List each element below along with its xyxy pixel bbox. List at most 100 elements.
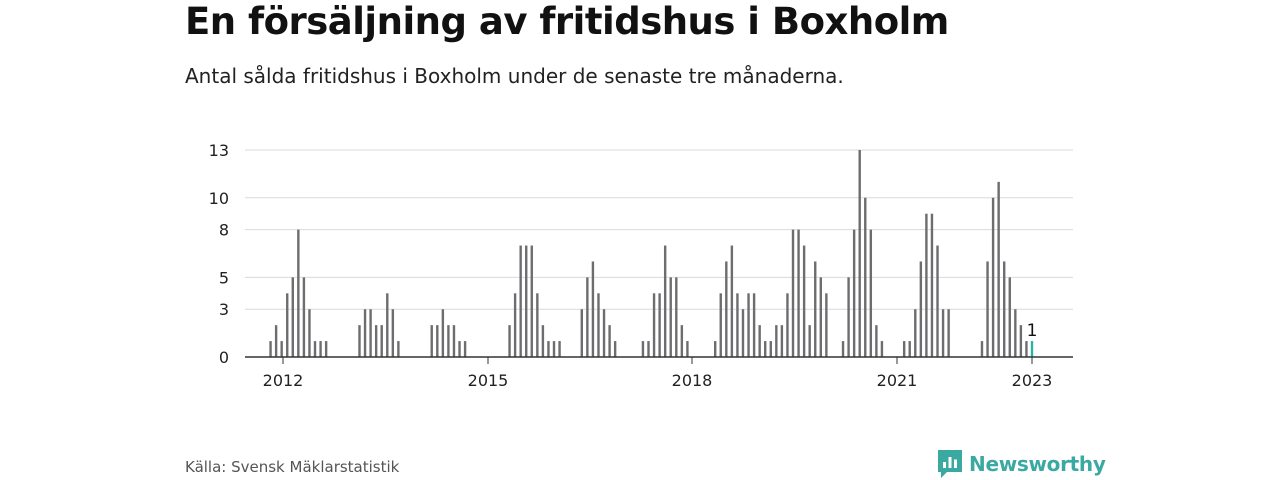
logo-text: Newsworthy [969,452,1106,476]
bar [680,325,684,357]
bar [530,245,533,357]
bar [725,261,728,357]
bar [825,293,828,357]
bar [552,341,556,357]
y-tick-label: 10 [209,189,229,208]
bar [519,245,522,357]
x-tick-label: 2021 [877,371,918,390]
y-tick-label: 13 [209,141,229,160]
bar [941,309,945,357]
bar [302,277,306,357]
bar [647,341,650,357]
x-tick-label: 2023 [1012,371,1053,390]
bar [714,341,717,357]
bar [452,325,456,357]
bar [808,325,811,357]
bar [908,341,911,357]
bar [313,341,317,357]
bar [930,213,934,357]
bar [447,325,450,357]
bar [380,325,383,357]
bar [986,261,989,357]
x-tick-label: 2018 [672,371,713,390]
highlight-value-label: 1 [1027,321,1038,341]
bar [269,341,272,357]
bar [369,309,372,357]
bar [914,309,917,357]
bar [1019,325,1023,357]
bar [741,309,745,357]
bar [363,309,367,357]
bar [719,293,722,357]
bar [536,293,539,357]
bar [852,229,856,357]
x-tick-label: 2015 [468,371,509,390]
bar [386,293,389,357]
bar [797,229,800,357]
bar [586,277,589,357]
y-tick-label: 5 [219,268,229,287]
bar [541,325,545,357]
bar [752,293,756,357]
gridlines [245,149,1073,310]
x-tick-label: 2012 [263,371,304,390]
bar [925,213,928,357]
bar [747,293,750,357]
bar [663,245,667,357]
y-tick-label: 0 [219,348,229,367]
bar [463,341,467,357]
bar [902,341,906,357]
source-note: Källa: Svensk Mäklarstatistik [185,458,400,476]
bar [374,325,378,357]
bar [324,341,328,357]
bar [1014,309,1017,357]
bar [686,341,689,357]
bar [780,325,784,357]
bar [847,277,850,357]
bar [764,341,767,357]
bar [397,341,400,357]
bar [597,293,600,357]
bar [513,293,517,357]
bar [508,325,511,357]
bar [641,341,645,357]
bar [736,293,739,357]
newsworthy-logo[interactable]: Newsworthy [937,449,1106,479]
bar [936,245,939,357]
bar [858,150,861,357]
bar [980,341,984,357]
bar [864,197,867,357]
bar [613,341,617,357]
bar [880,341,884,357]
chart-subtitle: Antal sålda fritidshus i Boxholm under d… [185,64,844,88]
bar [802,245,806,357]
bar [458,341,461,357]
bar [430,325,433,357]
bar [775,325,778,357]
bar [730,245,734,357]
chart-title: En försäljning av fritidshus i Boxholm [185,0,949,43]
bar [814,261,817,357]
bar [1003,261,1006,357]
bar [947,309,950,357]
bar [291,277,294,357]
bar [602,309,606,357]
bar [358,325,361,357]
bar [991,197,995,357]
bar [791,229,795,357]
bar [819,277,822,357]
bar [319,341,322,357]
bar [669,277,672,357]
labels: 0 3 5 8 10 13 1 2012 2015 2018 2021 2023 [209,141,1053,390]
bar [758,325,761,357]
axes [245,356,1073,364]
bar [280,341,283,357]
bar-highlight [1030,341,1034,357]
bar [441,309,445,357]
bar [591,261,595,357]
bar [286,293,289,357]
y-tick-label: 8 [219,221,229,240]
bar [547,341,550,357]
bar [608,325,611,357]
y-tick-label: 3 [219,300,229,319]
